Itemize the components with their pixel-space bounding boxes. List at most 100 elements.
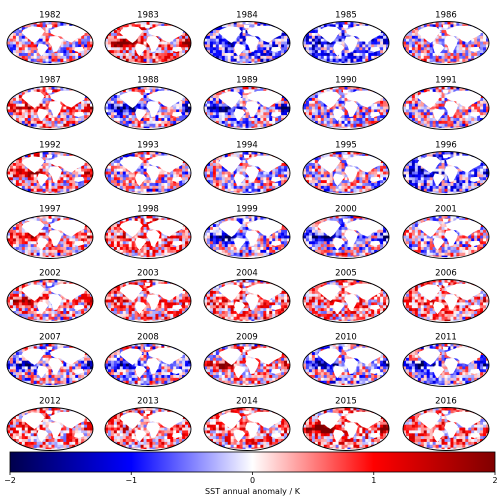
panel-year-label: 2014 [236, 397, 258, 407]
map-panel-2002: 2002 [6, 269, 94, 323]
map-panel-2008: 2008 [104, 333, 192, 387]
sst-anomaly-field [303, 407, 389, 451]
sst-anomaly-field [403, 343, 489, 387]
map-panel-1999: 1999 [203, 205, 291, 259]
map-panel-2007: 2007 [6, 333, 94, 387]
panel-year-label: 2011 [435, 333, 457, 343]
panel-year-label: 2008 [137, 333, 159, 343]
panel-year-label: 1999 [236, 205, 258, 215]
map-outline [402, 343, 490, 387]
map-panel-1982: 1982 [6, 11, 94, 65]
map-panel-2015: 2015 [302, 397, 390, 451]
map-outline [302, 86, 390, 130]
panel-year-label: 1990 [335, 76, 357, 86]
panel-year-label: 1995 [335, 141, 357, 151]
map-outline [104, 279, 192, 323]
map-outline [402, 86, 490, 130]
sst-anomaly-field [7, 279, 93, 323]
panel-year-label: 1989 [236, 76, 258, 86]
panel-year-label: 1987 [39, 76, 61, 86]
sst-anomaly-field [403, 279, 489, 323]
panel-year-label: 1994 [236, 141, 258, 151]
sst-anomaly-field [204, 407, 290, 451]
map-outline [104, 215, 192, 259]
panel-year-label: 2002 [39, 269, 61, 279]
map-outline [302, 343, 390, 387]
map-panel-2016: 2016 [402, 397, 490, 451]
map-outline [6, 86, 94, 130]
panel-year-label: 2016 [435, 397, 457, 407]
map-panel-2009: 2009 [203, 333, 291, 387]
map-panel-2003: 2003 [104, 269, 192, 323]
sst-anomaly-field [7, 215, 93, 259]
sst-anomaly-field [403, 21, 489, 65]
map-panels: 1982 1983 1984 1985 1986 1987 1988 1989 1990 1991… [6, 11, 490, 451]
sst-anomaly-field [105, 21, 191, 65]
map-outline [6, 279, 94, 323]
panel-year-label: 2010 [335, 333, 357, 343]
panel-year-label: 1992 [39, 141, 61, 151]
panel-year-label: 1998 [137, 205, 159, 215]
map-panel-1990: 1990 [302, 76, 390, 130]
map-panel-1987: 1987 [6, 76, 94, 130]
map-panel-1994: 1994 [203, 141, 291, 195]
map-panel-1995: 1995 [302, 141, 390, 195]
colorbar-tick-label: 0 [250, 476, 255, 485]
panel-year-label: 1985 [335, 11, 357, 21]
map-panel-1998: 1998 [104, 205, 192, 259]
panel-year-label: 2015 [335, 397, 357, 407]
panel-year-label: 2003 [137, 269, 159, 279]
colorbar-tick-label: −1 [125, 476, 137, 485]
map-outline [302, 21, 390, 65]
panel-year-label: 2001 [435, 205, 457, 215]
panel-year-label: 2000 [335, 205, 357, 215]
colorbar: −2 −1 0 1 2 SST annual anomaly / K [4, 451, 498, 496]
map-outline [402, 279, 490, 323]
panel-year-label: 2005 [335, 269, 357, 279]
map-outline [302, 215, 390, 259]
panel-year-label: 2006 [435, 269, 457, 279]
sst-anomaly-field [7, 407, 93, 451]
map-panel-1988: 1988 [104, 76, 192, 130]
panel-year-label: 2004 [236, 269, 258, 279]
map-panel-1992: 1992 [6, 141, 94, 195]
map-outline [203, 151, 291, 195]
map-panel-2000: 2000 [302, 205, 390, 259]
map-outline [6, 215, 94, 259]
panel-year-label: 2007 [39, 333, 61, 343]
map-outline [203, 215, 291, 259]
map-panel-2004: 2004 [203, 269, 291, 323]
map-panel-1996: 1996 [402, 141, 490, 195]
colorbar-tick-label: 2 [492, 476, 497, 485]
map-panel-2012: 2012 [6, 397, 94, 451]
map-panel-2014: 2014 [203, 397, 291, 451]
map-outline [104, 86, 192, 130]
map-outline [402, 215, 490, 259]
map-outline [402, 407, 490, 451]
colorbar-label: SST annual anomaly / K [205, 487, 301, 496]
map-panel-1983: 1983 [104, 11, 192, 65]
colorbar-tick-label: 1 [371, 476, 376, 485]
map-panel-2005: 2005 [302, 269, 390, 323]
map-outline [6, 343, 94, 387]
map-panel-1991: 1991 [402, 76, 490, 130]
map-panel-2010: 2010 [302, 333, 390, 387]
panel-year-label: 1986 [435, 11, 457, 21]
panel-year-label: 1988 [137, 76, 159, 86]
map-panel-1986: 1986 [402, 11, 490, 65]
panel-year-label: 1982 [39, 11, 61, 21]
panel-year-label: 2009 [236, 333, 258, 343]
map-panel-2013: 2013 [104, 397, 192, 451]
map-panel-1997: 1997 [6, 205, 94, 259]
map-panel-2001: 2001 [402, 205, 490, 259]
panel-year-label: 1993 [137, 141, 159, 151]
map-outline [104, 151, 192, 195]
map-panel-1985: 1985 [302, 11, 390, 65]
panel-year-label: 2012 [39, 397, 61, 407]
panel-year-label: 1983 [137, 11, 159, 21]
map-panel-1993: 1993 [104, 141, 192, 195]
panel-year-label: 1991 [435, 76, 457, 86]
map-outline [302, 151, 390, 195]
map-outline [6, 151, 94, 195]
